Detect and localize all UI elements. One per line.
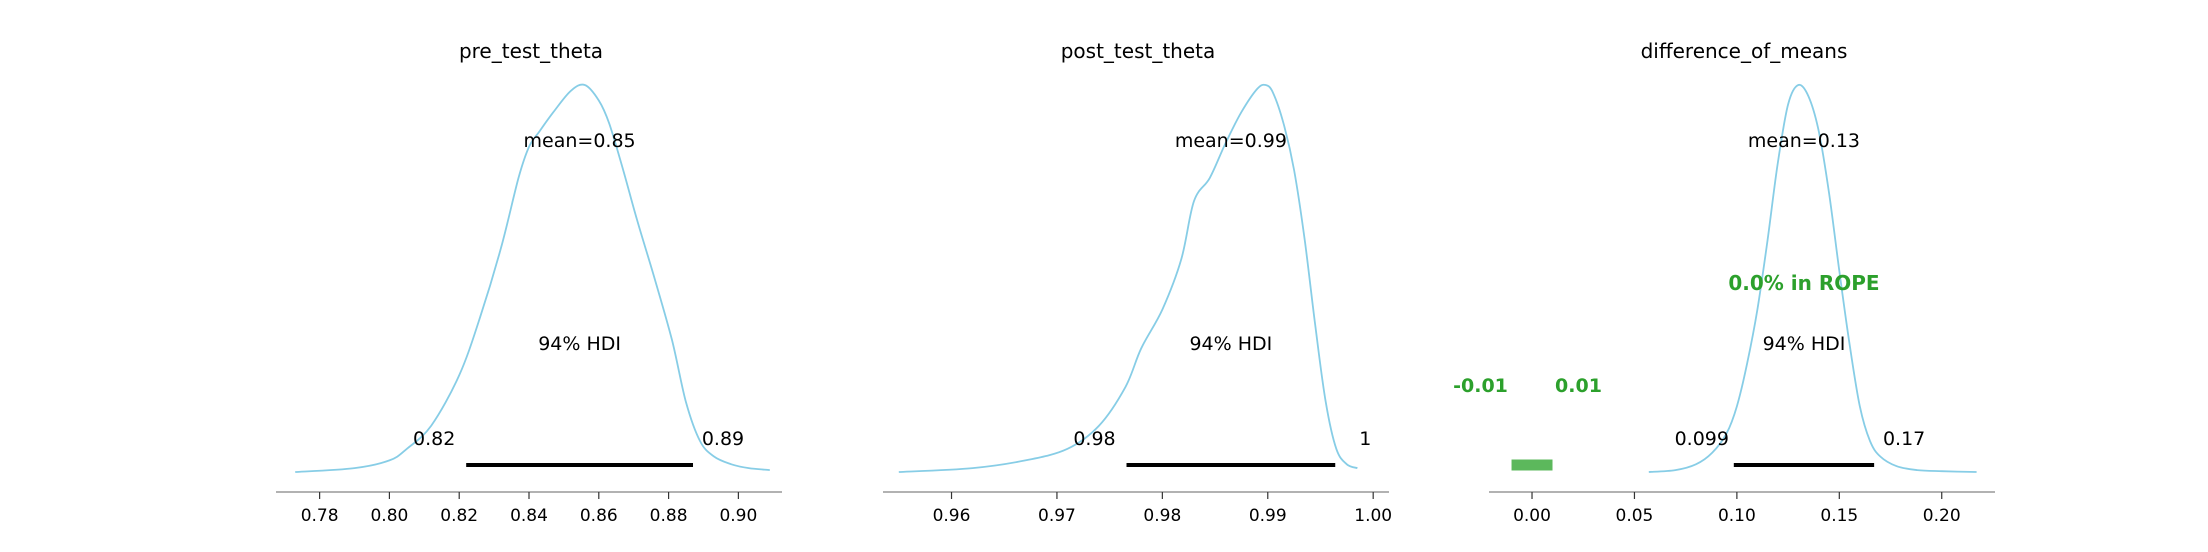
x-tick-label: 0.84 [510,506,548,526]
x-tick-label: 0.97 [1038,506,1076,526]
x-tick-label: 0.00 [1513,506,1551,526]
kde-density-line [295,83,770,473]
mean-label: mean=0.85 [524,130,636,152]
mean-label: mean=0.99 [1175,130,1287,152]
kde-density-line [898,83,1358,473]
hdi-label: 94% HDI [538,333,621,355]
kde-density-line [1648,83,1977,473]
hdi-upper-label: 0.17 [1883,428,1925,450]
x-tick-label: 0.88 [650,506,688,526]
x-tick-label: 0.96 [933,506,971,526]
x-tick-label: 0.99 [1249,506,1287,526]
x-tick-label: 0.80 [370,506,408,526]
hdi-lower-label: 0.82 [413,428,455,450]
x-tick-label: 0.20 [1923,506,1961,526]
panel-post-test-theta: 0.96 0.97 0.98 0.99 1.00 post_test_theta mean=… [883,39,1392,526]
x-tick-label: 0.90 [719,506,757,526]
x-tick-label: 0.98 [1143,506,1181,526]
x-tick-label: 0.15 [1820,506,1858,526]
x-tick-label: 0.86 [580,506,618,526]
hdi-upper-label: 1 [1359,428,1371,450]
hdi-upper-label: 0.89 [702,428,744,450]
x-tick-label: 0.10 [1718,506,1756,526]
subplot-title: difference_of_means [1641,39,1848,63]
hdi-lower-label: 0.099 [1675,428,1729,450]
x-tick-label: 0.82 [440,506,478,526]
mean-label: mean=0.13 [1748,130,1860,152]
panel-pre-test-theta: 0.78 0.80 0.82 0.84 0.86 0.88 0.90 pre_test_the… [276,39,782,526]
hdi-lower-label: 0.98 [1073,428,1115,450]
subplot-title: post_test_theta [1061,39,1216,63]
panel-difference-of-means: 0.00 0.05 0.10 0.15 0.20 difference_of_meansm… [1453,39,1995,526]
x-tick-label: 0.78 [301,506,339,526]
hdi-label: 94% HDI [1763,333,1846,355]
rope-upper-label: 0.01 [1555,375,1602,397]
subplot-title: pre_test_theta [459,39,603,63]
rope-percent-label: 0.0% in ROPE [1728,271,1879,295]
x-tick-label: 0.05 [1616,506,1654,526]
hdi-label: 94% HDI [1189,333,1272,355]
x-tick-label: 1.00 [1354,506,1392,526]
rope-lower-label: -0.01 [1453,375,1508,397]
